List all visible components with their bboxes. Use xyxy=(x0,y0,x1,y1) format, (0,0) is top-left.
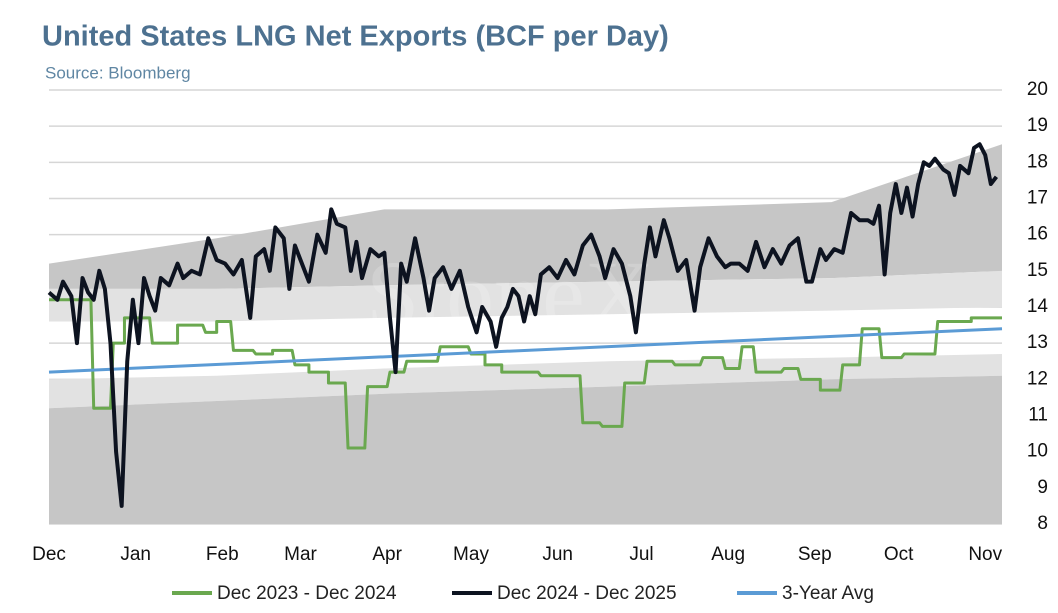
range-band xyxy=(49,354,1002,409)
y-tick-label: 12 xyxy=(1027,368,1048,389)
range-band xyxy=(49,270,1002,322)
chart-title: United States LNG Net Exports (BCF per D… xyxy=(42,21,669,53)
y-tick-label: 13 xyxy=(1027,332,1048,353)
legend-label: 3-Year Avg xyxy=(782,583,874,604)
x-tick-label: Dec xyxy=(32,544,66,565)
y-tick-label: 14 xyxy=(1027,296,1049,317)
y-tick-label: 8 xyxy=(1037,513,1048,534)
x-tick-label: Oct xyxy=(884,544,914,565)
series-line xyxy=(48,327,1003,374)
y-tick-label: 9 xyxy=(1037,477,1048,498)
chart-subtitle: Source: Bloomberg xyxy=(45,63,191,82)
legend-label: Dec 2024 - Dec 2025 xyxy=(497,583,677,604)
y-tick-label: 19 xyxy=(1027,115,1048,136)
series-line xyxy=(47,142,998,508)
y-tick-label: 15 xyxy=(1027,260,1048,281)
x-tick-label: Sep xyxy=(798,544,832,565)
y-tick-label: 10 xyxy=(1027,441,1048,462)
x-tick-label: May xyxy=(453,544,489,565)
x-tick-label: Mar xyxy=(284,544,317,565)
x-tick-label: Feb xyxy=(206,544,239,565)
y-tick-label: 18 xyxy=(1027,151,1048,172)
y-tick-label: 20 xyxy=(1027,79,1048,100)
x-tick-label: Nov xyxy=(968,544,1002,565)
y-tick-label: 17 xyxy=(1027,188,1048,209)
x-tick-label: Aug xyxy=(711,544,745,565)
y-tick-label: 16 xyxy=(1027,224,1048,245)
x-tick-label: Jan xyxy=(120,544,151,565)
x-tick-label: Apr xyxy=(372,544,402,565)
x-tick-label: Jun xyxy=(542,544,573,565)
legend-label: Dec 2023 - Dec 2024 xyxy=(217,583,397,604)
y-tick-label: 11 xyxy=(1028,405,1048,426)
x-tick-label: Jul xyxy=(629,544,653,565)
series-line xyxy=(49,298,1002,450)
range-band xyxy=(49,375,1002,524)
